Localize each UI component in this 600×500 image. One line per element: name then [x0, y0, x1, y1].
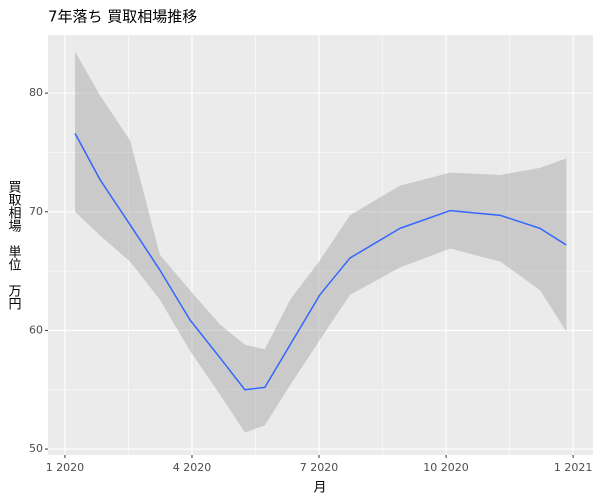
- x-tick-label: 7 2020: [300, 461, 339, 474]
- confidence-band: [75, 51, 567, 433]
- x-tick-label: 1 2021: [554, 461, 593, 474]
- x-tick-label: 4 2020: [173, 461, 212, 474]
- y-axis-title: 買取相場 単位 万円: [6, 180, 22, 310]
- x-axis-title: 月: [313, 481, 326, 496]
- x-tick-label: 10 2020: [423, 461, 469, 474]
- smooth-line: [74, 133, 567, 391]
- y-tick-label: 50: [29, 442, 43, 455]
- chart-title: 7年落ち 買取相場推移: [48, 8, 197, 26]
- x-tick-label: 1 2020: [46, 461, 85, 474]
- y-tick-label: 60: [29, 323, 43, 336]
- y-tick-label: 80: [29, 86, 43, 99]
- panel: [48, 35, 593, 455]
- y-tick-label: 70: [29, 205, 43, 218]
